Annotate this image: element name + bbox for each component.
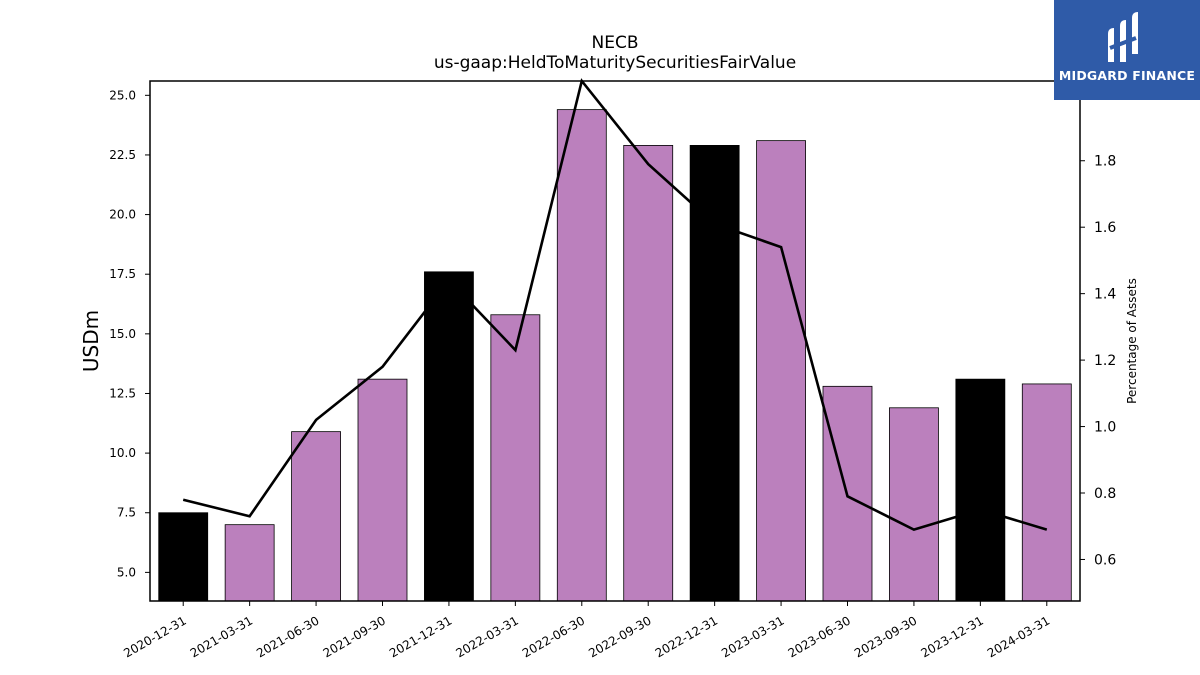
bar xyxy=(556,109,607,602)
x-tick-label: 2024-03-31 xyxy=(985,613,1052,660)
bar xyxy=(623,145,674,602)
bar xyxy=(1021,383,1072,602)
bar xyxy=(424,271,474,602)
x-axis: 2020-12-31 2021-03-31 2021-06-30 2021-09-30… xyxy=(121,601,1052,660)
x-tick-label: 2021-12-31 xyxy=(387,613,454,660)
bar xyxy=(490,314,541,602)
x-tick-label: 2023-09-30 xyxy=(852,613,919,660)
x-tick-label: 2022-03-31 xyxy=(453,613,520,660)
x-tick-label: 2023-12-31 xyxy=(918,613,985,660)
x-tick-label: 2021-03-31 xyxy=(188,613,255,660)
x-tick-label: 2023-06-30 xyxy=(786,613,853,660)
x-tick-label: 2022-09-30 xyxy=(586,613,653,660)
y-axis: 5.0 7.5 10.0 12.5 15.0 17.5 20.0 22.5 25.0 xyxy=(109,88,150,579)
bar xyxy=(357,378,408,602)
x-tick-label: 2022-12-31 xyxy=(653,613,720,660)
bar xyxy=(224,524,275,602)
chart-subtitle: us-gaap:HeldToMaturitySecuritiesFairValu… xyxy=(434,53,796,73)
y-tick-label: 7.5 xyxy=(117,506,136,520)
y2-tick-label: 1.4 xyxy=(1094,287,1116,303)
x-tick-label: 2020-12-31 xyxy=(121,613,188,660)
y2-tick-label: 1.0 xyxy=(1094,420,1116,436)
y2-tick-label: 0.8 xyxy=(1094,486,1116,502)
y-tick-label: 12.5 xyxy=(109,386,136,400)
line-series xyxy=(182,78,1048,531)
y2-tick-label: 1.2 xyxy=(1094,353,1116,369)
x-tick-label: 2021-06-30 xyxy=(254,613,321,660)
y2-axis: 0.6 0.8 1.0 1.2 1.4 1.6 1.8 xyxy=(1080,154,1116,568)
y2-tick-label: 1.8 xyxy=(1094,154,1116,170)
y-tick-label: 15.0 xyxy=(109,327,136,341)
y-tick-label: 20.0 xyxy=(109,208,136,222)
y-tick-label: 22.5 xyxy=(109,148,136,162)
x-tick-label: 2021-09-30 xyxy=(321,613,388,660)
brand-logo: MIDGARD FINANCE xyxy=(1054,0,1200,100)
bar xyxy=(158,512,209,602)
y2-tick-label: 1.6 xyxy=(1094,220,1116,236)
x-tick-label: 2023-03-31 xyxy=(719,613,786,660)
y-tick-label: 17.5 xyxy=(109,267,136,281)
y2-tick-label: 0.6 xyxy=(1094,552,1116,568)
bar xyxy=(689,145,740,602)
y-tick-label: 5.0 xyxy=(117,565,136,579)
y-tick-label: 10.0 xyxy=(109,446,136,460)
y-tick-label: 25.0 xyxy=(109,88,136,102)
plot-frame xyxy=(149,80,1081,602)
logo-mark-icon xyxy=(1108,12,1138,62)
y-axis-label: USDm xyxy=(79,310,103,372)
chart-title: NECB xyxy=(592,33,639,53)
bar-series xyxy=(158,109,1072,602)
bar xyxy=(955,378,1006,602)
bar xyxy=(291,431,341,602)
x-tick-label: 2022-06-30 xyxy=(520,613,587,660)
bar xyxy=(756,140,806,602)
y2-axis-label: Percentage of Assets xyxy=(1125,278,1139,404)
line-path xyxy=(182,78,1048,531)
bar xyxy=(889,407,939,602)
brand-name: MIDGARD FINANCE xyxy=(1058,68,1196,83)
